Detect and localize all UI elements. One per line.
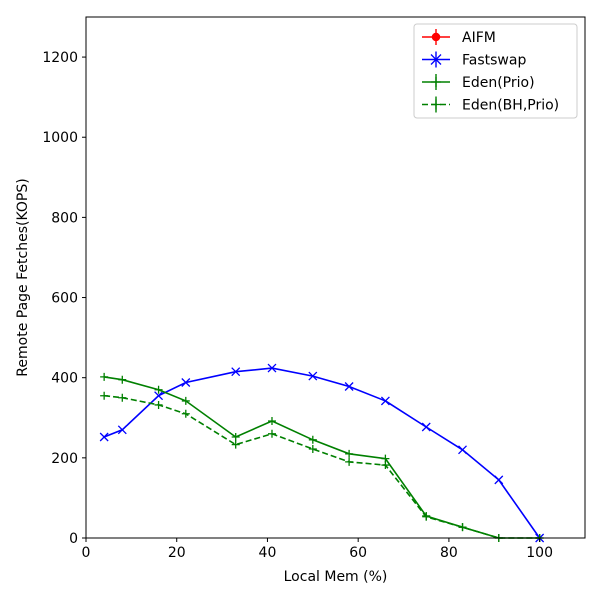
data-point (181, 396, 190, 405)
data-point (345, 457, 354, 466)
y-axis-title: Remote Page Fetches(KOPS) (15, 178, 31, 376)
data-point (458, 445, 467, 455)
legend-item: Eden(BH,Prio) (422, 96, 559, 114)
legend-item: Eden(Prio) (422, 74, 535, 91)
plot-frame (85, 16, 586, 539)
y-tick-label: 1000 (42, 130, 78, 146)
data-point (308, 371, 318, 381)
series-line (104, 394, 540, 539)
data-point (381, 461, 390, 470)
y-tick-label: 200 (51, 451, 78, 467)
legend-label: AIFM (462, 30, 496, 46)
y-tick-label: 800 (51, 210, 78, 226)
data-point (458, 523, 467, 532)
data-point (308, 435, 317, 444)
data-point (422, 512, 431, 521)
data-point (117, 425, 127, 435)
x-tick-label: 60 (349, 545, 367, 561)
series-eden-bh-prio (100, 391, 544, 542)
data-point (118, 375, 127, 384)
data-point (118, 393, 127, 402)
legend-marker (431, 77, 441, 87)
series-fastswap (99, 363, 545, 543)
data-point (267, 363, 277, 373)
data-point (100, 391, 109, 400)
data-point (100, 372, 109, 381)
y-tick-label: 0 (69, 531, 78, 547)
legend-label: Fastswap (462, 53, 526, 69)
y-tick-label: 400 (51, 371, 78, 387)
data-point (494, 475, 504, 485)
data-point (421, 422, 431, 432)
legend-item: AIFM (422, 29, 496, 46)
y-axis: 0 200 400 600 800 1000 1200 (42, 50, 86, 547)
x-tick-label: 20 (168, 545, 186, 561)
data-point (154, 391, 164, 401)
data-point (154, 385, 163, 394)
data-point (308, 445, 317, 454)
data-point (345, 449, 354, 458)
plot-area (99, 363, 545, 543)
data-point (380, 396, 390, 406)
legend-label: Eden(BH,Prio) (462, 98, 559, 114)
data-point (99, 432, 109, 442)
legend-marker (430, 54, 442, 65)
x-axis: 0 20 40 60 80 100 (82, 538, 553, 561)
data-point (181, 409, 190, 418)
data-point (154, 400, 163, 409)
legend-marker (431, 99, 441, 110)
x-tick-label: 0 (82, 545, 91, 561)
data-point (231, 367, 241, 377)
data-point (231, 433, 240, 442)
legend-label: Eden(Prio) (462, 75, 535, 91)
data-point (231, 440, 240, 449)
legend-item: Fastswap (422, 51, 526, 69)
data-point (344, 382, 354, 391)
series-eden-prio (100, 372, 544, 542)
y-tick-label: 600 (51, 291, 78, 307)
data-point (181, 378, 191, 387)
legend-box (413, 23, 578, 119)
x-tick-label: 40 (259, 545, 277, 561)
x-axis-title: Local Mem (%) (284, 569, 388, 585)
legend: AIFM Fastswap Eden(Prio) Eden(BH,Prio) (413, 23, 578, 119)
data-point (267, 416, 276, 425)
legend-marker (431, 32, 441, 42)
y-tick-label: 1200 (42, 50, 78, 66)
x-tick-label: 80 (440, 545, 458, 561)
x-tick-label: 100 (526, 545, 553, 561)
data-point (267, 429, 276, 438)
series-line (103, 376, 540, 539)
